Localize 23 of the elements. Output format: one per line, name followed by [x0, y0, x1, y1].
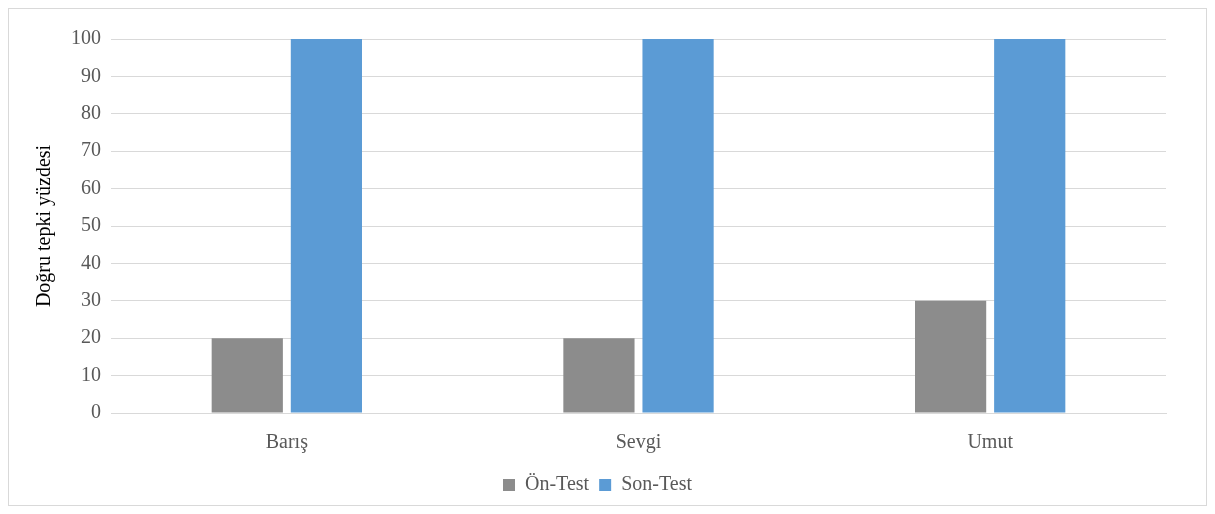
x-tick-label: Sevgi [615, 430, 662, 454]
bar [211, 338, 283, 413]
legend-label: Son-Test [621, 472, 693, 495]
y-tick-label: 70 [81, 138, 101, 161]
bar [290, 39, 362, 413]
y-tick-label: 60 [81, 175, 101, 198]
y-axis-title: Doğru tepki yüzdesi [32, 144, 56, 308]
x-tick-label: Barış [265, 430, 309, 454]
y-tick-label: 20 [81, 325, 101, 348]
y-tick-label: 100 [71, 26, 101, 49]
y-tick-label: 50 [81, 213, 101, 236]
y-tick-label: 80 [81, 101, 101, 124]
bar [915, 300, 987, 413]
bar [563, 338, 635, 413]
x-tick-label: Umut [967, 430, 1014, 453]
bar [994, 39, 1066, 413]
y-tick-label: 30 [81, 288, 101, 311]
y-tick-label: 40 [81, 250, 101, 273]
bar [642, 39, 714, 413]
y-tick-label: 10 [81, 362, 101, 385]
y-tick-label: 0 [91, 400, 101, 423]
y-tick-label: 90 [81, 63, 101, 86]
legend-label: Ön-Test [525, 472, 590, 495]
